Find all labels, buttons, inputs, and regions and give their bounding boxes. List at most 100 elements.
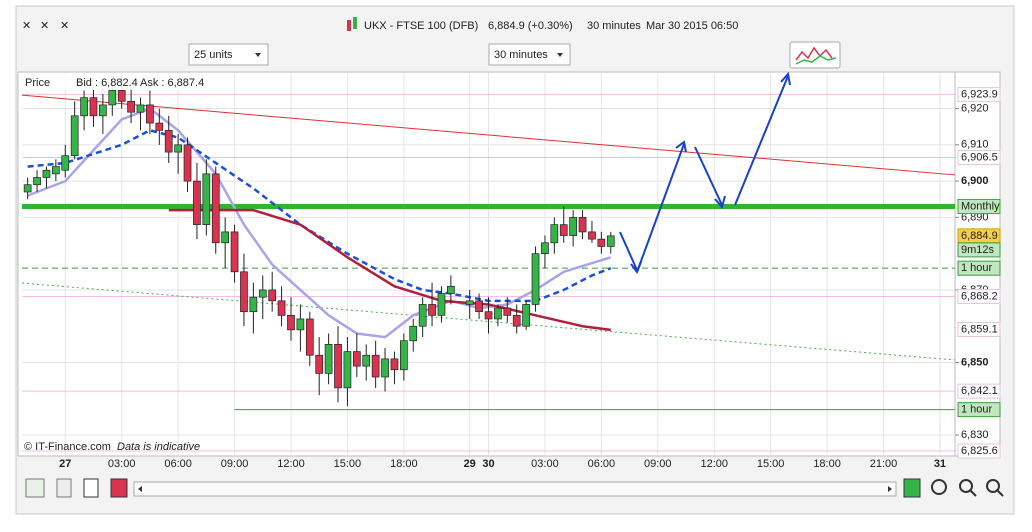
button-box[interactable] (789, 41, 841, 69)
candle-body (531, 253, 540, 305)
candle-body (52, 166, 60, 175)
dropdown-text[interactable]: 25 units (194, 49, 233, 61)
level-tag (957, 199, 1001, 215)
arrow-head (714, 195, 726, 210)
level-name: Monthly (961, 200, 1000, 212)
candle-body (559, 224, 568, 236)
moving-average (168, 208, 611, 332)
dropdown-text[interactable]: 30 minutes (494, 49, 548, 61)
scroll-right[interactable] (888, 486, 892, 492)
scroll-left[interactable] (138, 486, 142, 492)
level-tag (957, 260, 1001, 276)
arrow-stroke (636, 143, 685, 273)
price-tag-label: 6,859.1 (961, 323, 998, 335)
timestamp: Mar 30 2015 06:50 (646, 20, 738, 32)
candle-body (155, 122, 164, 131)
candle-body (390, 358, 399, 371)
plot: 27 03:00 06:00 09:00 12:00 15:00 18:00 29 30 03:0… (21, 73, 1001, 470)
symbol-icon (347, 20, 351, 31)
candle-body (588, 231, 596, 240)
tool-icon[interactable] (110, 478, 128, 498)
symbol-icon (353, 17, 357, 29)
zoom-out[interactable] (959, 479, 973, 493)
settings-icon[interactable]: ✕ (60, 20, 69, 32)
legend-ask: Ask : 6,887.4 (140, 77, 204, 89)
y-tick-label: 6,850 (961, 356, 989, 368)
dropdown-arrow[interactable] (557, 53, 563, 57)
x-tick-label: 06:00 (588, 458, 616, 470)
dropdown-box[interactable] (188, 43, 269, 66)
x-tick-label: 06:00 (164, 458, 192, 470)
price-tag (957, 86, 1001, 102)
candle-body (447, 285, 455, 294)
candle-body (240, 271, 248, 313)
trendline (21, 282, 956, 361)
candle-body (146, 104, 154, 124)
x-tick-label: 30 (482, 458, 494, 470)
candle-body (305, 318, 314, 356)
tool-icon[interactable] (25, 478, 45, 498)
arrow-stroke (734, 75, 789, 206)
moving-average (27, 129, 612, 303)
candle-body (371, 354, 380, 378)
tool-icon[interactable] (83, 478, 99, 498)
candle-body (418, 304, 427, 327)
x-tick-label: 09:00 (221, 458, 249, 470)
symbol: UKX - FTSE 100 (DFB) (364, 20, 478, 32)
candle-body (249, 296, 258, 313)
zoom-in[interactable] (996, 489, 1004, 497)
interval-dropdown[interactable]: 30 minutes (488, 43, 571, 66)
arrow-stroke (694, 146, 723, 206)
candle-body (597, 238, 606, 247)
candle-body (258, 289, 267, 298)
candle-body (164, 129, 173, 153)
x-tick-label: 12:00 (277, 458, 305, 470)
candle-body (606, 235, 615, 247)
minimize-icon[interactable]: ✕ (40, 20, 49, 32)
candle-body (174, 144, 182, 153)
indicator-button[interactable] (789, 41, 841, 69)
candle-body (33, 177, 41, 186)
legend-price: Price (25, 77, 50, 89)
candle-body (334, 344, 342, 389)
x-tick-label: 29 (464, 458, 476, 470)
bottom-toolbar[interactable] (25, 478, 1004, 498)
x-tick-label: 15:00 (757, 458, 785, 470)
candle-body (550, 224, 559, 244)
units-dropdown[interactable]: 25 units (188, 43, 269, 66)
x-tick-label: 15:00 (334, 458, 362, 470)
close-icon[interactable]: ✕ (22, 20, 31, 32)
candle-body (428, 304, 436, 316)
candle-body (89, 97, 98, 117)
tool-icon[interactable] (56, 478, 72, 498)
x-tick-label: 27 (59, 458, 71, 470)
window-controls[interactable]: ✕ ✕ ✕ (22, 20, 69, 32)
dropdown-arrow[interactable] (255, 53, 261, 57)
candle-body (136, 104, 145, 113)
candle-body (70, 115, 79, 157)
x-tick-label: 18:00 (813, 458, 841, 470)
candle-body (465, 300, 474, 305)
button-icon[interactable] (795, 46, 833, 61)
zoom-in[interactable] (986, 479, 1000, 493)
candle-body (324, 344, 333, 374)
price-tag (957, 443, 1001, 459)
price-tag-label: 6,868.2 (961, 290, 998, 302)
price-tag (957, 288, 1001, 304)
candle-body (352, 351, 361, 367)
candle-body (512, 314, 521, 327)
tool-icon[interactable] (903, 478, 921, 498)
candle-body (569, 217, 577, 236)
candle-body (211, 173, 220, 244)
dropdown-box[interactable] (488, 43, 571, 66)
copyright: © IT-Finance.com (24, 441, 111, 453)
zoom-out[interactable] (969, 489, 977, 497)
level-name: 1 hour (961, 404, 993, 416)
scrollbar[interactable] (133, 481, 897, 497)
level-tag (957, 402, 1001, 418)
zoom-fit[interactable] (931, 479, 947, 495)
candle-body (230, 231, 239, 273)
button-icon[interactable] (795, 55, 837, 65)
candle-body (42, 169, 51, 178)
